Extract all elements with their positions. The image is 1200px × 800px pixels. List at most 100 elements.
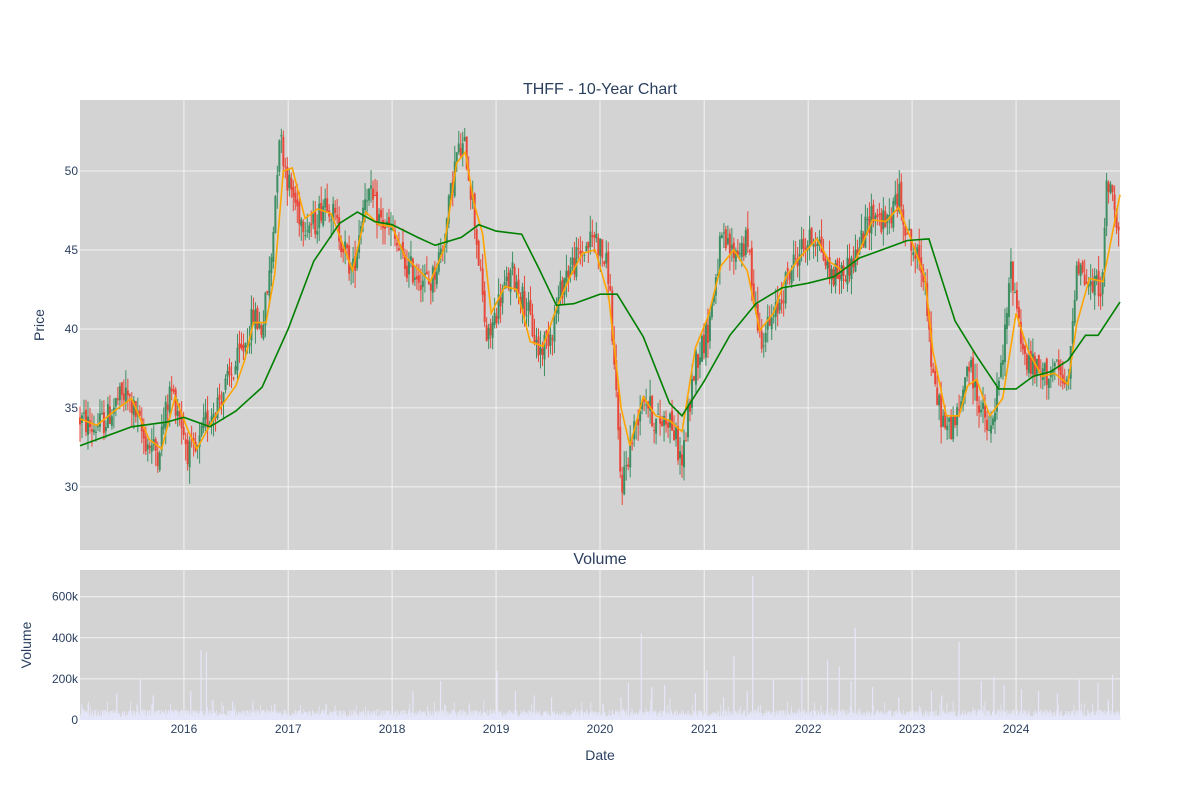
volume-bar: [542, 716, 544, 720]
volume-bar: [779, 710, 781, 720]
candle-body: [336, 214, 339, 219]
volume-bar: [665, 713, 667, 720]
volume-bar: [522, 711, 523, 720]
candle-body: [190, 439, 193, 441]
candle-body: [292, 186, 295, 198]
volume-bar: [146, 716, 148, 720]
volume-bar: [560, 714, 562, 720]
candle-body: [407, 261, 410, 275]
volume-bar: [470, 715, 472, 720]
volume-bar: [125, 715, 126, 720]
candle-body: [1019, 321, 1022, 344]
volume-bar: [370, 711, 372, 720]
volume-bar: [589, 714, 591, 720]
candle-body: [553, 313, 556, 342]
volume-bar: [749, 712, 751, 720]
candle-body: [461, 143, 464, 156]
volume-bar: [1018, 715, 1020, 720]
candle: [700, 333, 703, 362]
volume-bar: [862, 714, 863, 720]
volume-bar: [686, 714, 687, 720]
volume-bar: [331, 712, 333, 720]
volume-bar: [852, 716, 854, 720]
volume-bar: [398, 714, 400, 720]
volume-bar: [198, 713, 200, 720]
candle-body: [690, 379, 693, 408]
volume-bar: [276, 713, 278, 720]
volume-bar: [625, 709, 627, 720]
volume-bar: [818, 716, 820, 720]
candle: [531, 303, 534, 338]
volume-bar: [92, 716, 94, 720]
volume-bar: [101, 716, 103, 720]
candle: [407, 251, 410, 288]
volume-bar: [616, 712, 618, 720]
volume-bar: [315, 714, 317, 720]
volume-bar: [401, 714, 403, 720]
volume-bar: [506, 713, 507, 720]
candle: [148, 441, 151, 454]
candle: [842, 260, 845, 289]
volume-spike: [190, 691, 192, 720]
volume-bar: [1043, 711, 1045, 720]
volume-bar: [539, 716, 541, 720]
volume-spike: [1037, 691, 1040, 720]
volume-bar: [387, 710, 389, 720]
candle-body: [549, 334, 552, 346]
volume-bar: [673, 714, 674, 720]
volume-bar: [920, 710, 922, 720]
candle: [708, 309, 711, 349]
candle-body: [206, 410, 209, 428]
volume-bar: [794, 713, 796, 720]
candle: [826, 256, 829, 279]
volume-bar: [121, 710, 123, 720]
volume-bar: [718, 716, 720, 720]
candle: [276, 165, 279, 209]
volume-bar: [863, 711, 865, 720]
volume-bar: [755, 710, 757, 720]
candle-body: [730, 244, 733, 249]
volume-spike: [1078, 678, 1080, 720]
volume-bar: [229, 716, 231, 720]
candle-body: [1017, 306, 1020, 319]
volume-bar: [397, 712, 399, 720]
volume-bar: [183, 711, 185, 720]
volume-bar: [1051, 712, 1053, 720]
volume-bar: [766, 712, 768, 720]
candle: [673, 415, 676, 441]
candle: [830, 265, 833, 294]
volume-bar: [531, 714, 533, 720]
volume-bar: [680, 713, 682, 720]
volume-bar: [1061, 714, 1063, 720]
candle: [1083, 259, 1086, 287]
volume-bar: [392, 706, 394, 720]
volume-bar: [241, 714, 243, 720]
candle-body: [1029, 350, 1032, 374]
volume-bar: [291, 715, 293, 720]
volume-bar: [677, 716, 679, 720]
candle-body: [122, 393, 125, 400]
volume-bar: [525, 715, 527, 720]
volume-bar: [327, 715, 329, 720]
volume-bar: [849, 706, 851, 720]
volume-bar: [454, 711, 456, 720]
volume-bar: [1005, 716, 1007, 720]
volume-bar: [828, 714, 830, 720]
volume-bar: [1063, 714, 1065, 720]
volume-bar: [952, 700, 954, 720]
volume-bar: [143, 709, 145, 720]
candle: [766, 304, 769, 343]
volume-bar: [704, 715, 706, 720]
volume-bar: [1110, 710, 1112, 720]
volume-bar: [608, 709, 610, 720]
volume-bar: [753, 716, 755, 720]
candle-body: [425, 271, 428, 275]
volume-bar: [767, 711, 769, 720]
volume-bar: [386, 712, 388, 720]
date-tick-label: 2019: [483, 722, 510, 736]
candle: [429, 281, 432, 305]
volume-bar: [322, 709, 324, 720]
candle: [627, 457, 630, 471]
volume-bar: [836, 714, 838, 720]
volume-bar: [358, 715, 359, 720]
